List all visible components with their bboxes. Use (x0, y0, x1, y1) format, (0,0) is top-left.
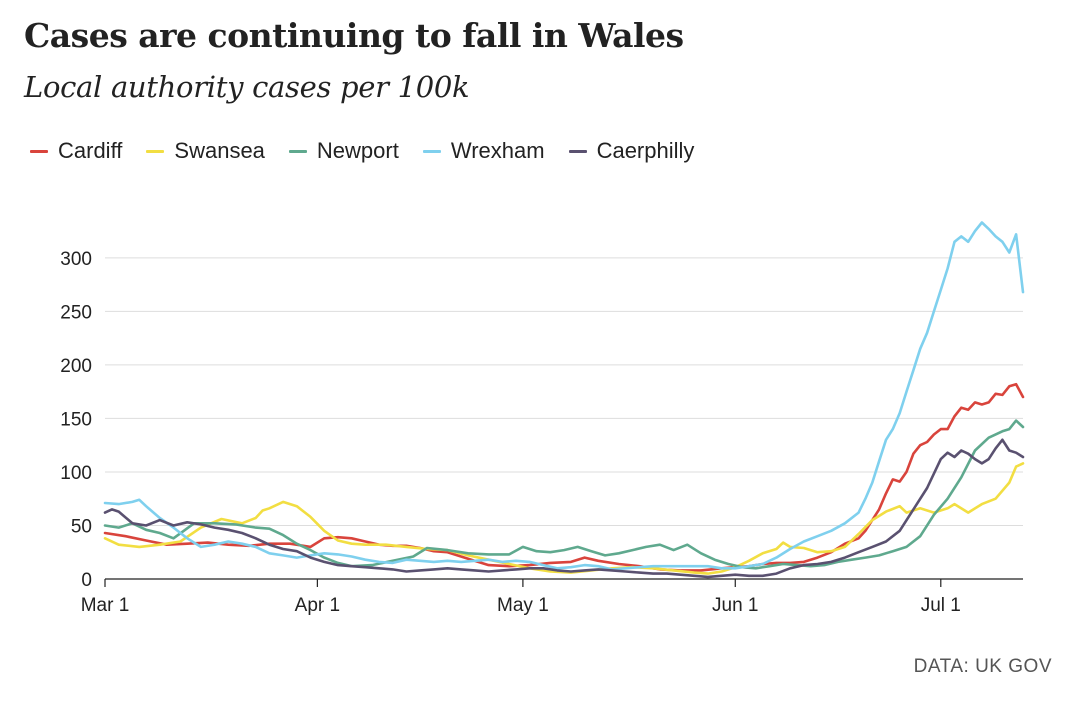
y-tick-label: 150 (60, 409, 92, 430)
legend-swatch-swansea (146, 149, 165, 153)
data-source: DATA: UK GOV (913, 656, 1052, 677)
legend-label-caerphilly: Caerphilly (596, 138, 695, 163)
chart-legend: Cardiff Swansea Newport Wrexham Caerphil… (30, 138, 718, 164)
legend-label-swansea: Swansea (174, 138, 265, 163)
legend-swatch-cardiff (30, 149, 48, 153)
legend-item-newport: Newport (288, 138, 399, 164)
legend-item-caerphilly: Caerphilly (568, 138, 695, 164)
x-tick-label: Jun 1 (712, 595, 758, 616)
legend-item-cardiff: Cardiff (30, 138, 122, 164)
legend-label-cardiff: Cardiff (58, 138, 123, 163)
x-tick-label: May 1 (497, 595, 549, 616)
series-line-swansea (103, 462, 1025, 575)
x-tick-label: Jul 1 (921, 595, 961, 616)
legend-item-swansea: Swansea (146, 138, 265, 164)
y-tick-label: 50 (71, 516, 92, 537)
legend-label-wrexham: Wrexham (450, 138, 545, 163)
legend-label-newport: Newport (316, 138, 399, 163)
y-tick-label: 300 (60, 249, 92, 270)
legend-swatch-caerphilly (568, 149, 587, 153)
chart-title: Cases are continuing to fall in Wales (24, 16, 684, 55)
y-tick-label: 200 (60, 356, 92, 377)
chart-subtitle: Local authority cases per 100k (24, 70, 470, 104)
y-tick-label: 100 (60, 463, 92, 484)
legend-item-wrexham: Wrexham (422, 138, 545, 164)
series-line-wrexham (103, 221, 1025, 571)
legend-swatch-newport (288, 149, 307, 153)
x-tick-label: Mar 1 (81, 595, 130, 616)
x-tick-label: Apr 1 (295, 595, 340, 616)
y-tick-label: 250 (60, 302, 92, 323)
series-line-caerphilly (103, 438, 1025, 579)
legend-swatch-wrexham (422, 149, 441, 153)
y-tick-label: 0 (81, 570, 92, 591)
series-line-newport (103, 419, 1025, 570)
